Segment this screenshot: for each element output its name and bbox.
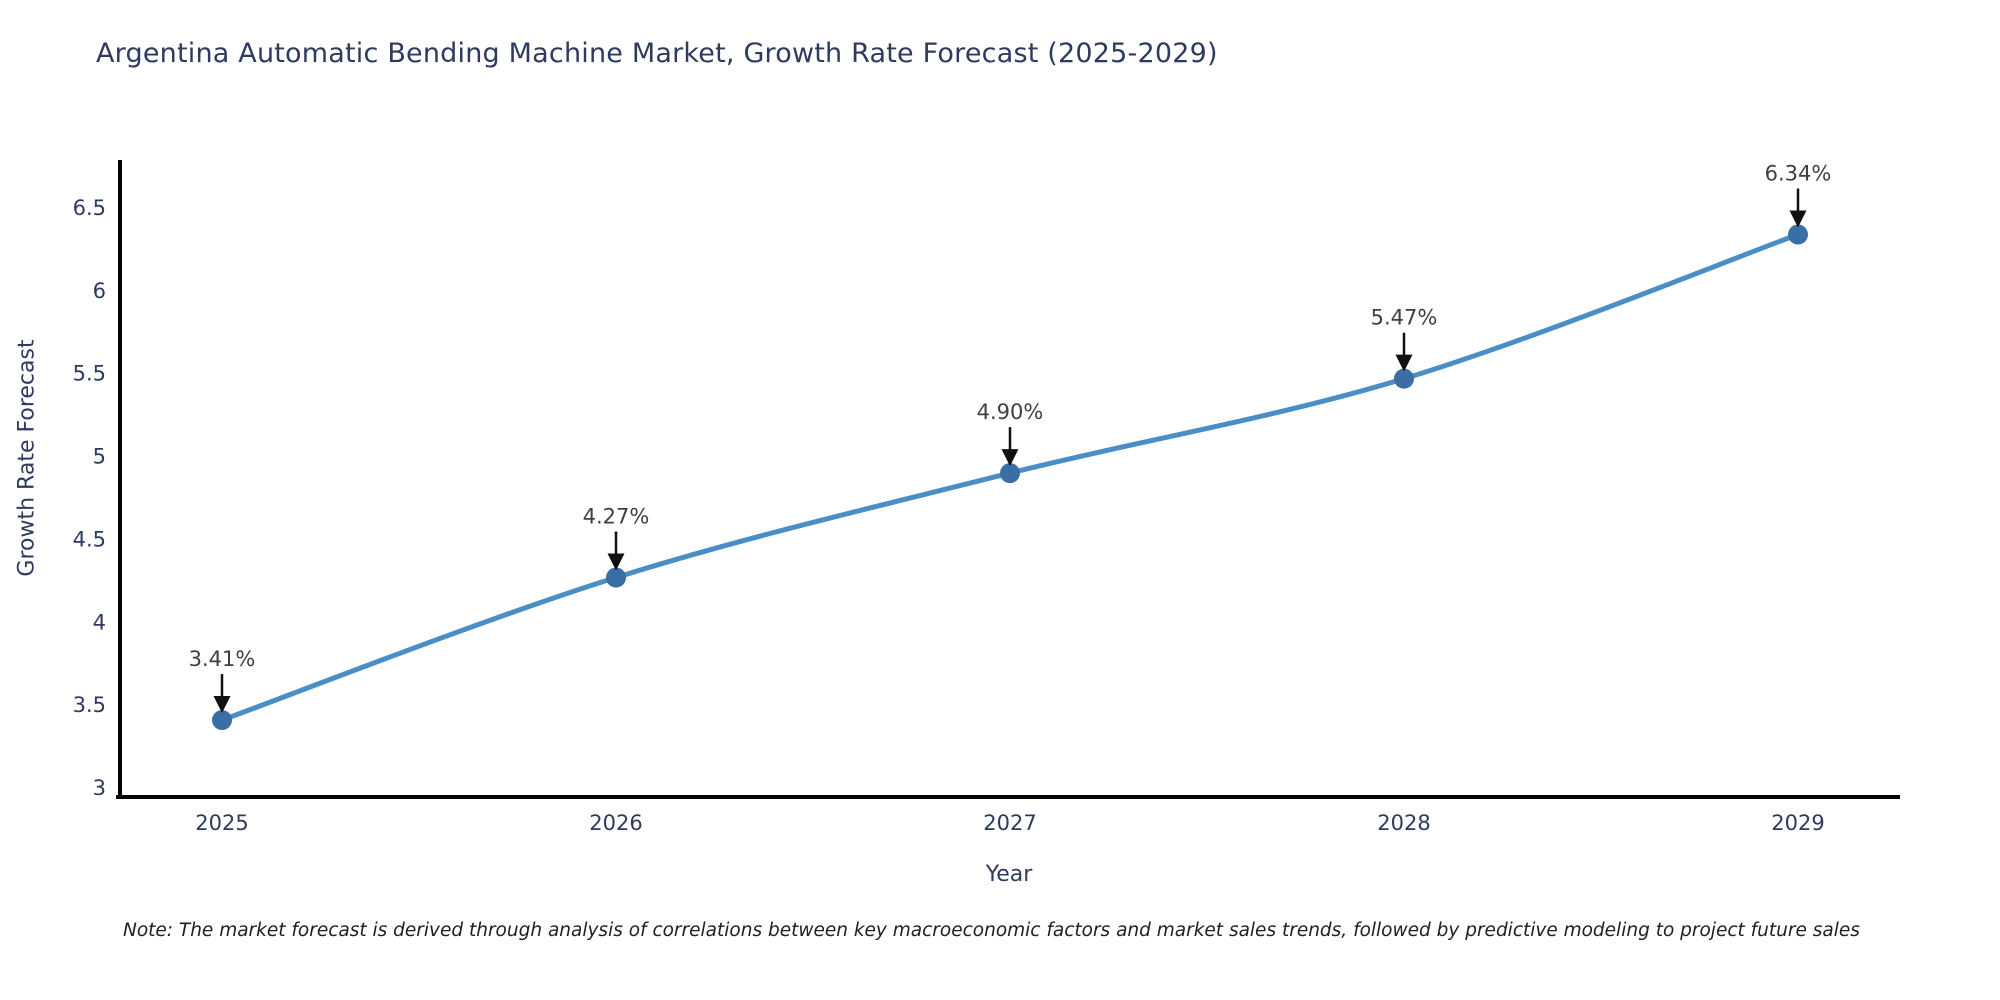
x-tick-label: 2028	[1377, 811, 1430, 835]
y-tick-label: 4	[93, 610, 106, 634]
data-point-marker	[606, 567, 626, 588]
y-tick-label: 5.5	[73, 362, 106, 386]
annotation-arrow-head	[1789, 210, 1807, 228]
footnote: Note: The market forecast is derived thr…	[123, 920, 1860, 941]
annotation-arrow-head	[1001, 449, 1019, 467]
data-point-label: 4.27%	[583, 505, 650, 529]
x-axis-title: Year	[985, 862, 1033, 887]
annotation-arrow-head	[1395, 354, 1413, 372]
data-point-label: 3.41%	[189, 647, 256, 671]
y-tick-label: 6.5	[73, 196, 106, 220]
y-tick-label: 5	[93, 445, 106, 469]
x-tick-label: 2029	[1771, 811, 1824, 835]
annotation-arrow-head	[607, 553, 625, 571]
y-tick-label: 3	[93, 776, 106, 800]
y-tick-label: 4.5	[73, 527, 106, 551]
data-point-marker	[1000, 463, 1020, 484]
x-tick-label: 2025	[195, 811, 248, 835]
data-point-label: 6.34%	[1765, 162, 1832, 186]
data-point-marker	[1788, 224, 1808, 245]
x-tick-label: 2027	[983, 811, 1036, 835]
data-point-marker	[1394, 368, 1414, 389]
x-tick-label: 2026	[589, 811, 642, 835]
y-tick-label: 6	[93, 279, 106, 303]
data-point-label: 4.90%	[977, 400, 1044, 424]
data-point-label: 5.47%	[1371, 306, 1438, 330]
y-tick-label: 3.5	[73, 693, 106, 717]
chart-title: Argentina Automatic Bending Machine Mark…	[96, 38, 1218, 69]
y-axis-title: Growth Rate Forecast	[14, 339, 40, 577]
annotation-arrow-head	[213, 696, 231, 714]
data-point-marker	[212, 710, 232, 731]
